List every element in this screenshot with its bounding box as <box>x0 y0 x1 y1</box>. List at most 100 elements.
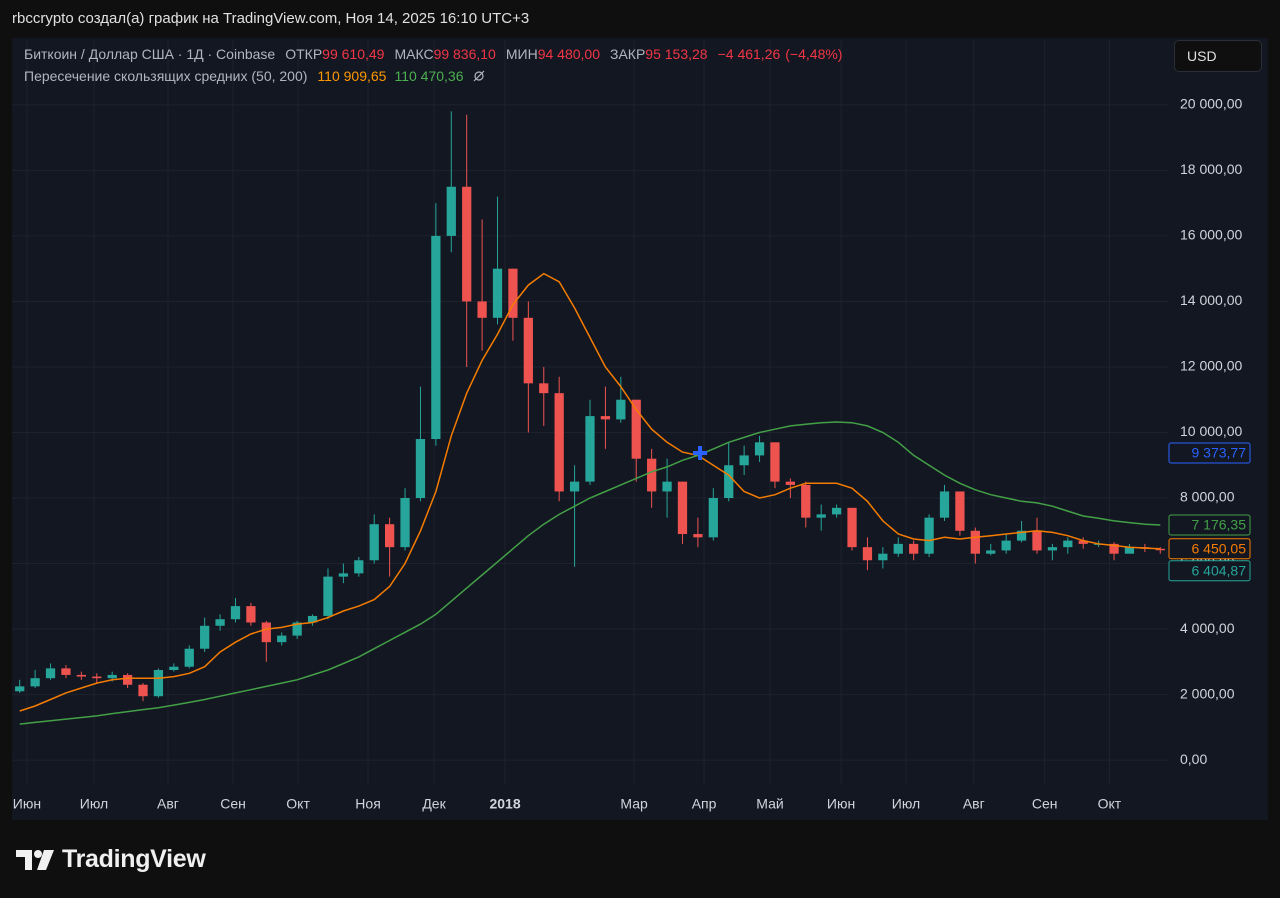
y-tick-label: 18 000,00 <box>1180 161 1242 177</box>
y-tick-label: 2 000,00 <box>1180 685 1235 701</box>
price-tag-label: 7 176,35 <box>1192 517 1247 533</box>
candle-body <box>138 684 148 697</box>
candle-body <box>385 524 395 548</box>
cross-marker <box>693 446 708 461</box>
y-tick-label: 16 000,00 <box>1180 227 1242 243</box>
moving-average-line <box>19 272 1161 712</box>
y-tick-label: 4 000,00 <box>1180 620 1235 636</box>
candle-body <box>323 576 333 616</box>
indicator-value: 110 909,65 <box>317 68 387 84</box>
candle-body <box>1047 547 1058 551</box>
candle-body <box>354 560 364 574</box>
candle-body <box>785 481 795 485</box>
candle-body <box>92 676 102 679</box>
ohlc-value: 94 480,00 <box>537 46 600 62</box>
x-tick-label: Дек <box>422 796 446 812</box>
x-tick-label: Апр <box>692 796 717 812</box>
caption: rbccrypto создал(а) график на TradingVie… <box>12 10 530 27</box>
candle-body <box>986 550 996 554</box>
candle-body <box>184 648 194 667</box>
candle-body <box>107 674 117 679</box>
candle-body <box>462 186 472 302</box>
candle-body <box>631 399 641 459</box>
candle-body <box>30 678 40 687</box>
candle-body <box>169 666 179 671</box>
candle-body <box>539 383 549 394</box>
x-tick-label: Сен <box>1032 796 1058 812</box>
candle-body <box>338 573 349 577</box>
candle-body <box>292 622 302 636</box>
ohlc-value: 99 610,49 <box>322 46 385 62</box>
candle-body <box>400 498 410 548</box>
candle-body <box>554 393 564 492</box>
candle-body <box>569 481 580 492</box>
candle-body <box>76 674 86 677</box>
candle-body <box>862 547 873 561</box>
candle-body <box>693 534 703 538</box>
candle-body <box>1016 530 1027 541</box>
candles <box>15 111 1165 702</box>
x-tick-label: Окт <box>286 796 310 812</box>
candle-body <box>1155 548 1165 551</box>
candle-body <box>600 416 611 420</box>
ohlc-name: МИН <box>505 46 538 62</box>
candle-body <box>970 530 980 554</box>
candle-body <box>122 674 133 685</box>
indicator-value: 110 470,36 <box>394 68 464 84</box>
candle-body <box>523 317 533 384</box>
candle-body <box>246 606 256 623</box>
ohlc-value: 99 836,10 <box>433 46 496 62</box>
candle-body <box>585 416 595 482</box>
candle-body <box>724 465 734 499</box>
candle-body <box>909 543 919 554</box>
y-tick-label: 8 000,00 <box>1180 489 1235 505</box>
x-tick-label: Июл <box>892 796 920 812</box>
price-tag-label: 6 450,05 <box>1192 540 1247 556</box>
indicator-name: Пересечение скользящих средних (50, 200) <box>24 68 308 84</box>
candle-body <box>15 686 25 692</box>
candle-body <box>215 619 225 626</box>
price-tag <box>1168 538 1251 560</box>
x-tick-label: Авг <box>157 796 179 812</box>
price-tag-label: 6 404,87 <box>1192 562 1247 578</box>
candle-body <box>508 268 518 318</box>
hide-icon[interactable] <box>473 70 485 82</box>
ohlc-name: МАКС <box>394 46 434 62</box>
candle-body <box>770 442 780 482</box>
change-pct: (−4,48%) <box>785 46 843 62</box>
price-tag-label: 9 373,77 <box>1192 445 1247 461</box>
candle-body <box>847 507 857 548</box>
candle-body <box>893 543 903 554</box>
indicator-legend: Пересечение скользящих средних (50, 200)… <box>24 68 485 84</box>
y-tick-label: 20 000,00 <box>1180 96 1242 112</box>
brand-logo <box>16 850 54 870</box>
candle-body <box>415 439 426 499</box>
x-tick-label: Авг <box>963 796 985 812</box>
candle-body <box>446 186 456 236</box>
candle-body <box>801 484 811 518</box>
candle-body <box>708 498 718 538</box>
candle-body <box>662 481 672 492</box>
y-tick-label: 10 000,00 <box>1180 423 1242 439</box>
x-tick-label: Май <box>756 796 783 812</box>
candle-body <box>61 668 71 675</box>
x-tick-label: Июл <box>80 796 108 812</box>
moving-average-line <box>19 421 1161 725</box>
x-tick-label: Ноя <box>355 796 380 812</box>
currency-button[interactable]: USD <box>1174 40 1262 72</box>
change: −4 461,26 <box>717 46 781 62</box>
x-tick-label: Окт <box>1098 796 1122 812</box>
candle-body <box>955 491 965 531</box>
candle-body <box>1063 540 1073 548</box>
candle-body <box>831 507 842 515</box>
candle-body <box>477 301 487 318</box>
candle-body <box>492 268 503 318</box>
price-tag <box>1168 442 1251 464</box>
y-tick-label: 0,00 <box>1180 751 1207 767</box>
candle-body <box>230 606 241 620</box>
y-tick-label: 14 000,00 <box>1180 292 1242 308</box>
candle-body <box>1109 543 1119 554</box>
candle-body <box>939 491 950 518</box>
